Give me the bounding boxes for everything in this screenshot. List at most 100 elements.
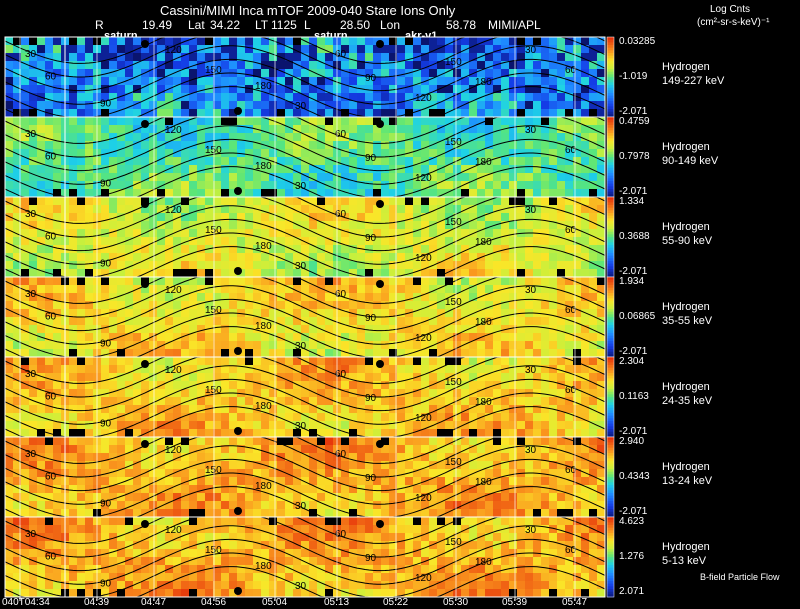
heatmap-cell [381, 109, 389, 117]
heatmap-cell [565, 213, 573, 221]
heatmap-cell [77, 509, 85, 517]
heatmap-cell [13, 213, 21, 221]
heatmap-cell [453, 221, 461, 229]
heatmap-cell [437, 181, 445, 189]
heatmap-cell [573, 165, 581, 173]
heatmap-cell [21, 485, 29, 493]
heatmap-cell [589, 53, 597, 61]
heatmap-cell [269, 421, 277, 429]
heatmap-cell [517, 53, 525, 61]
heatmap-cell [493, 133, 501, 141]
heatmap-cell [69, 165, 77, 173]
heatmap-cell [189, 453, 197, 461]
heatmap-cell [429, 93, 437, 101]
heatmap-cell [541, 77, 549, 85]
heatmap-cell [189, 309, 197, 317]
heatmap-cell [581, 269, 589, 277]
heatmap-cell [189, 221, 197, 229]
heatmap-cell [189, 141, 197, 149]
heatmap-cell [21, 197, 29, 205]
heatmap-cell [549, 349, 557, 357]
heatmap-cell [557, 373, 565, 381]
heatmap-cell [509, 293, 517, 301]
heatmap-cell [173, 37, 181, 45]
heatmap-cell [37, 165, 45, 173]
heatmap-cell [245, 213, 253, 221]
heatmap-cell [229, 77, 237, 85]
heatmap-cell [341, 85, 349, 93]
heatmap-cell [477, 157, 485, 165]
heatmap-cell [309, 413, 317, 421]
heatmap-cell [109, 325, 117, 333]
heatmap-cell [293, 357, 301, 365]
heatmap-cell [13, 341, 21, 349]
heatmap-cell [117, 85, 125, 93]
contour-label: 120 [415, 253, 432, 264]
missing-cell [293, 429, 301, 437]
heatmap-cell [189, 461, 197, 469]
heatmap-cell [13, 245, 21, 253]
heatmap-cell [197, 205, 205, 213]
heatmap-cell [293, 93, 301, 101]
heatmap-cell [301, 205, 309, 213]
heatmap-cell [565, 429, 573, 437]
heatmap-cell [189, 373, 197, 381]
heatmap-cell [485, 181, 493, 189]
heatmap-cell [277, 493, 285, 501]
missing-cell [69, 349, 77, 357]
heatmap-cell [181, 445, 189, 453]
contour-label: 60 [335, 289, 347, 300]
heatmap-cell [77, 77, 85, 85]
heatmap-cell [597, 509, 605, 517]
heatmap-cell [461, 173, 469, 181]
heatmap-cell [29, 245, 37, 253]
heatmap-cell [501, 109, 509, 117]
heatmap-cell [573, 293, 581, 301]
heatmap-cell [341, 173, 349, 181]
heatmap-cell [469, 413, 477, 421]
heatmap-cell [469, 469, 477, 477]
heatmap-cell [69, 501, 77, 509]
heatmap-cell [469, 125, 477, 133]
heatmap-cell [77, 333, 85, 341]
heatmap-cell [21, 429, 29, 437]
heatmap-cell [405, 133, 413, 141]
heatmap-cell [221, 397, 229, 405]
heatmap-cell [293, 373, 301, 381]
heatmap-cell [357, 437, 365, 445]
heatmap-cell [309, 477, 317, 485]
heatmap-cell [45, 325, 53, 333]
lat-value: 34.22 [210, 18, 241, 32]
heatmap-cell [357, 413, 365, 421]
heatmap-cell [85, 125, 93, 133]
heatmap-cell [29, 173, 37, 181]
heatmap-cell [589, 85, 597, 93]
heatmap-cell [165, 181, 173, 189]
heatmap-cell [549, 269, 557, 277]
heatmap-cell [317, 309, 325, 317]
heatmap-cell [557, 341, 565, 349]
heatmap-cell [557, 85, 565, 93]
colorbar-segment [607, 277, 614, 281]
heatmap-cell [125, 501, 133, 509]
heatmap-cell [413, 389, 421, 397]
heatmap-cell [221, 301, 229, 309]
heatmap-cell [189, 445, 197, 453]
heatmap-cell [485, 421, 493, 429]
heatmap-cell [85, 437, 93, 445]
heatmap-cell [77, 253, 85, 261]
heatmap-cell [213, 181, 221, 189]
heatmap-cell [389, 189, 397, 197]
heatmap-cell [509, 477, 517, 485]
heatmap-cell [277, 253, 285, 261]
missing-cell [125, 429, 133, 437]
heatmap-cell [37, 381, 45, 389]
heatmap-cell [365, 93, 373, 101]
heatmap-cell [381, 373, 389, 381]
heatmap-cell [477, 101, 485, 109]
heatmap-cell [197, 485, 205, 493]
heatmap-cell [141, 221, 149, 229]
heatmap-cell [597, 109, 605, 117]
heatmap-cell [205, 461, 213, 469]
heatmap-cell [237, 405, 245, 413]
